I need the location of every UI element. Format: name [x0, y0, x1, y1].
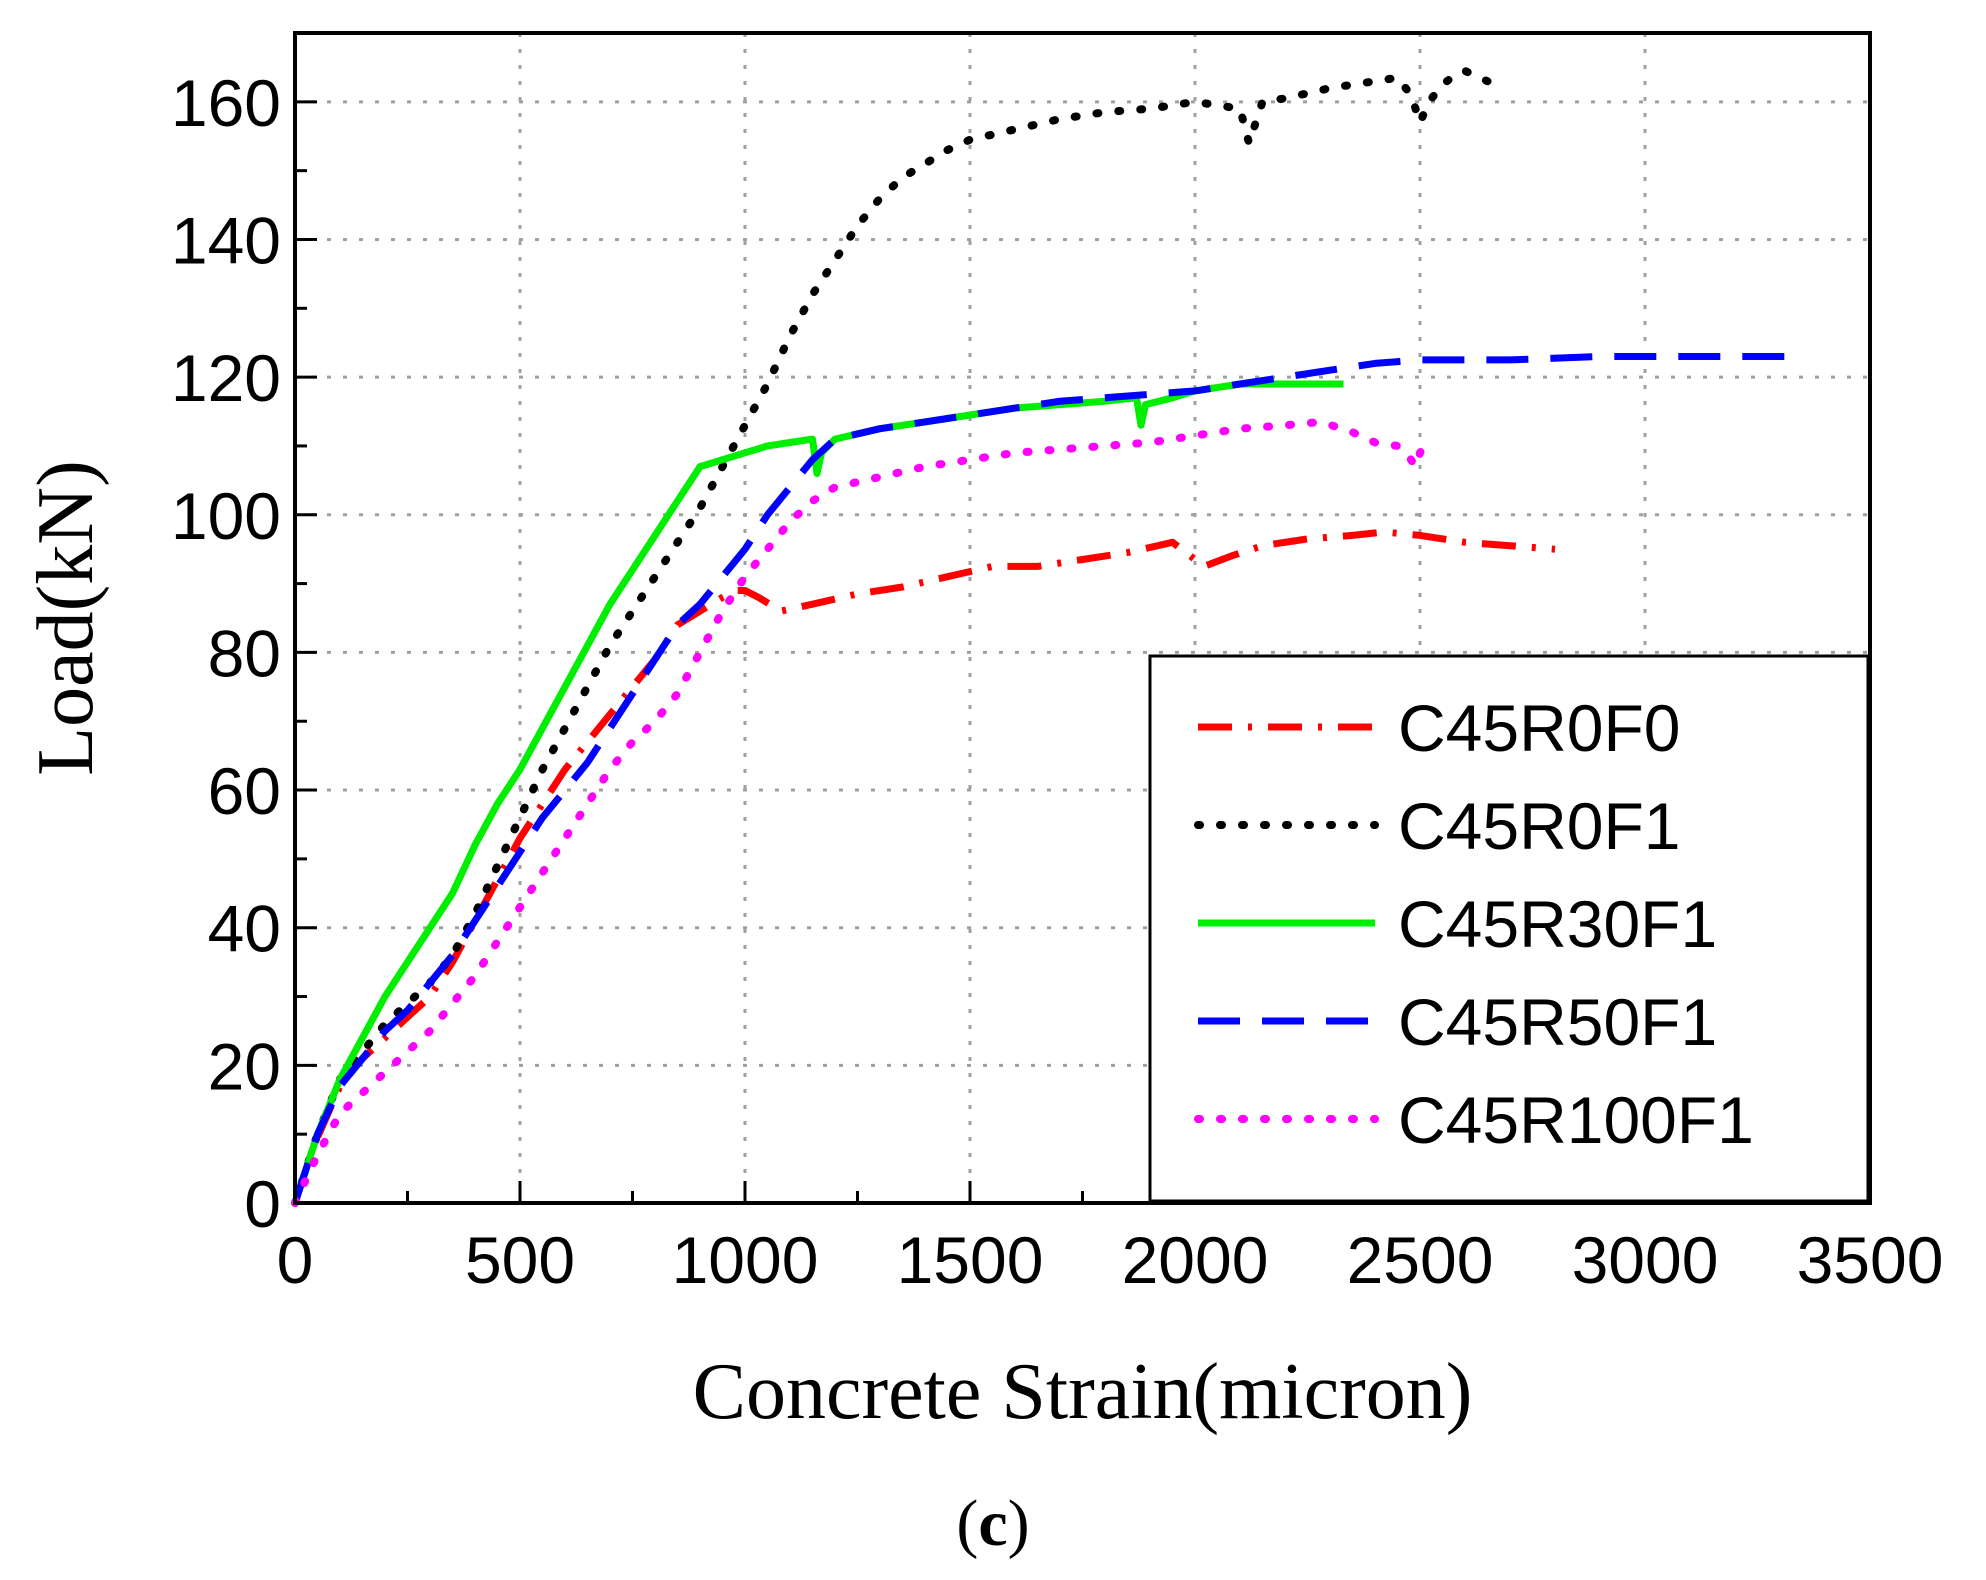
subfigure-label-open: ( [956, 1487, 978, 1560]
x-tick-label: 3500 [1797, 1223, 1944, 1297]
y-tick-label: 80 [208, 616, 281, 690]
x-axis-title: Concrete Strain(micron) [693, 1348, 1473, 1436]
subfigure-label-letter: c [978, 1487, 1007, 1560]
legend-label: C45R30F1 [1398, 887, 1717, 961]
legend-label: C45R0F0 [1398, 691, 1680, 765]
series-line-c45r30f1 [291, 380, 1344, 1205]
y-tick-label: 0 [244, 1167, 281, 1241]
legend-entry: C45R30F1 [1198, 887, 1717, 961]
legend-entry: C45R50F1 [1198, 985, 1717, 1059]
x-tick-label: 2000 [1122, 1223, 1269, 1297]
y-tick-label: 100 [171, 479, 281, 553]
series-line-c45r50f1 [291, 353, 1803, 1205]
y-tick-label: 40 [208, 892, 281, 966]
y-tick-label: 60 [208, 754, 281, 828]
x-tick-label: 2500 [1347, 1223, 1494, 1297]
series-line-c45r100f1 [291, 417, 1429, 1207]
tick-labels: 0 500 1000 1500 2000 2500 3000 3500 0 20 40 60 80 100… [171, 66, 1944, 1297]
y-tick-label: 160 [171, 66, 281, 140]
series-line-c45r0f0 [291, 528, 1556, 1205]
legend-label: C45R0F1 [1398, 789, 1680, 863]
subfigure-label: (c) [956, 1487, 1029, 1560]
legend-entries: C45R0F0 C45R0F1 C45R30F1 C45R50F1 C45R100F1 [1194, 691, 1754, 1157]
legend: C45R0F0 C45R0F1 C45R30F1 C45R50F1 C45R100F1 [1148, 654, 1870, 1203]
x-tick-label: 1500 [897, 1223, 1044, 1297]
legend-box [1148, 654, 1870, 1203]
y-tick-label: 120 [171, 341, 281, 415]
y-axis-title: Load(kN) [22, 460, 110, 775]
legend-entry: C45R0F1 [1194, 789, 1680, 863]
x-tick-label: 0 [277, 1223, 314, 1297]
x-tick-label: 500 [465, 1223, 575, 1297]
legend-entry: C45R100F1 [1194, 1083, 1754, 1157]
y-tick-label: 140 [171, 203, 281, 277]
subfigure-label-close: ) [1008, 1487, 1030, 1560]
legend-label: C45R100F1 [1398, 1083, 1754, 1157]
x-tick-label: 1000 [672, 1223, 819, 1297]
series-lines [291, 66, 1803, 1207]
x-tick-label: 3000 [1572, 1223, 1719, 1297]
legend-label: C45R50F1 [1398, 985, 1717, 1059]
y-tick-label: 20 [208, 1029, 281, 1103]
series-line-c45r0f1 [291, 66, 1492, 1207]
legend-entry: C45R0F0 [1198, 691, 1680, 765]
